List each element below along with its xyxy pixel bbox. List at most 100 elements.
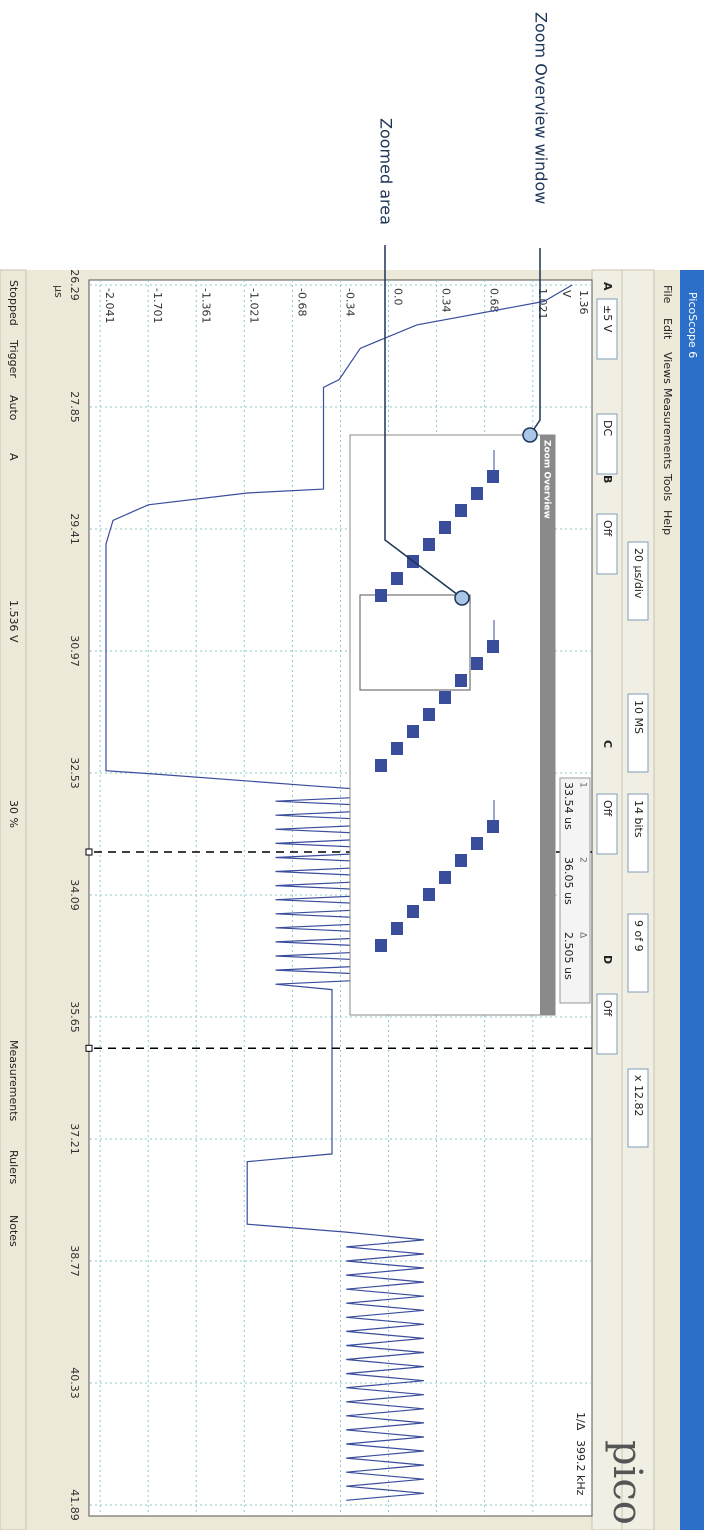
dropdown[interactable] <box>627 1068 649 1148</box>
ruler-header: 1 <box>578 782 588 788</box>
status-item[interactable]: 1.536 V <box>7 600 20 643</box>
overview-block <box>375 939 387 952</box>
annotation: Zoom Overview window <box>532 12 551 204</box>
menu-item[interactable]: Measurements <box>661 388 674 470</box>
menu-item[interactable]: Views <box>661 352 674 384</box>
annotations: Zoom Overview window Zoomed area <box>377 12 551 606</box>
overview-block <box>487 470 499 483</box>
overview-block <box>407 725 419 738</box>
scale-top: 1.36 <box>577 290 590 315</box>
zoom-overview-window <box>349 434 556 1016</box>
x-tick-label: 40.33 <box>68 1367 81 1399</box>
y-tick-label: 0.0 <box>392 288 405 306</box>
ruler-handle[interactable] <box>85 848 93 856</box>
dropdown[interactable] <box>627 913 649 993</box>
ruler-value: 2.505 us <box>562 932 575 980</box>
overlay: 133.54 us 236.05 us Δ2.505 us 1/Δ 399.2 kHz Z… <box>349 434 591 1496</box>
rotated-view: 1.021 0.68 0.34 0.0 -0.34 -0.68 -1.021 -1.361 -1… <box>0 12 704 1530</box>
overview-block <box>439 871 451 884</box>
overview-block <box>455 504 467 517</box>
x-tick-label: 35.65 <box>68 1001 81 1033</box>
y-tick-label: -2.041 <box>103 288 116 323</box>
toolbar-value[interactable]: 14 bits <box>632 800 645 838</box>
status-item[interactable]: Rulers <box>7 1150 20 1184</box>
channel-label[interactable]: D <box>601 955 614 964</box>
x-tick-label: 37.21 <box>68 1123 81 1155</box>
status-item[interactable]: Measurements <box>7 1040 20 1122</box>
frequency-prefix: 1/Δ <box>574 1412 587 1431</box>
y-axis-unit: V <box>560 290 573 298</box>
overview-block <box>391 742 403 755</box>
dropdown[interactable] <box>627 793 649 873</box>
dropdown[interactable] <box>596 793 618 855</box>
toolbar-value[interactable]: ±5 V <box>601 305 614 333</box>
overview-block <box>407 905 419 918</box>
overview-block <box>423 708 435 721</box>
dropdown[interactable] <box>596 298 618 360</box>
dropdown[interactable] <box>627 693 649 773</box>
menu-item[interactable]: Tools <box>661 473 674 501</box>
menu-item[interactable]: Edit <box>661 318 674 340</box>
menu-item[interactable]: Help <box>661 510 674 535</box>
overview-block <box>439 691 451 704</box>
logo: pico <box>604 1440 650 1525</box>
x-tick-label: 32.53 <box>68 757 81 789</box>
channel-label[interactable]: A <box>601 282 614 291</box>
toolbar-value[interactable]: Off <box>601 800 614 817</box>
ruler-value: 36.05 us <box>562 857 575 905</box>
toolbar-value[interactable]: Off <box>601 520 614 537</box>
dropdown[interactable] <box>627 541 649 621</box>
x-tick-label: 29.41 <box>68 513 81 545</box>
toolbar-value[interactable]: x 12.82 <box>632 1075 645 1117</box>
x-tick-label: 26.29 <box>68 269 81 301</box>
leader-line <box>384 245 463 599</box>
title-bar <box>680 270 704 1530</box>
zoomed-area-box[interactable] <box>359 594 471 691</box>
toolbar-value[interactable]: 10 MS <box>632 700 645 734</box>
x-tick-label: 30.97 <box>68 635 81 667</box>
toolbar-value[interactable]: DC <box>601 420 614 436</box>
channel-label[interactable]: C <box>601 740 614 748</box>
frequency-value: 399.2 kHz <box>574 1440 587 1496</box>
status-item[interactable]: A <box>7 453 20 461</box>
x-tick-label: 41.89 <box>68 1489 81 1521</box>
overview-block <box>487 820 499 833</box>
status-bar <box>0 269 27 1530</box>
overview-block <box>455 674 467 687</box>
menu-item[interactable]: File <box>661 285 674 304</box>
x-axis-unit: µs <box>52 285 65 298</box>
status-item[interactable]: 30 % <box>7 800 20 828</box>
overview-block <box>423 538 435 551</box>
toolbar-value[interactable]: 20 µs/div <box>632 548 645 599</box>
y-tick-label: -1.021 <box>247 288 260 323</box>
toolbar <box>621 269 655 1530</box>
status-item[interactable]: Trigger <box>7 339 20 378</box>
overview-block <box>471 487 483 500</box>
ruler-value: 33.54 us <box>562 782 575 830</box>
toolbar-value[interactable]: Off <box>601 1000 614 1017</box>
overview-block <box>375 589 387 602</box>
overview-block <box>455 854 467 867</box>
overview-block <box>439 521 451 534</box>
window-title: PicoScope 6 <box>686 292 699 358</box>
overview-block <box>487 640 499 653</box>
y-tick-label: -0.68 <box>295 288 308 316</box>
channel-label[interactable]: B <box>601 475 614 483</box>
y-tick-label: -1.701 <box>151 288 164 323</box>
status-item[interactable]: Notes <box>7 1215 20 1247</box>
x-tick-label: 38.77 <box>68 1245 81 1277</box>
status-item[interactable]: Auto <box>7 395 20 421</box>
overview-block <box>391 922 403 935</box>
overview-block <box>471 657 483 670</box>
ruler-table <box>559 777 591 1004</box>
toolbar-value[interactable]: 9 of 9 <box>632 920 645 952</box>
overview-block <box>375 759 387 772</box>
leader-dot <box>454 590 470 606</box>
y-tick-label: 1.021 <box>536 288 549 320</box>
dropdown[interactable] <box>596 513 618 575</box>
dropdown[interactable] <box>596 413 618 475</box>
ruler-handle[interactable] <box>85 1044 93 1052</box>
dropdown[interactable] <box>596 993 618 1055</box>
zoom-overview-titlebar <box>540 435 555 1015</box>
